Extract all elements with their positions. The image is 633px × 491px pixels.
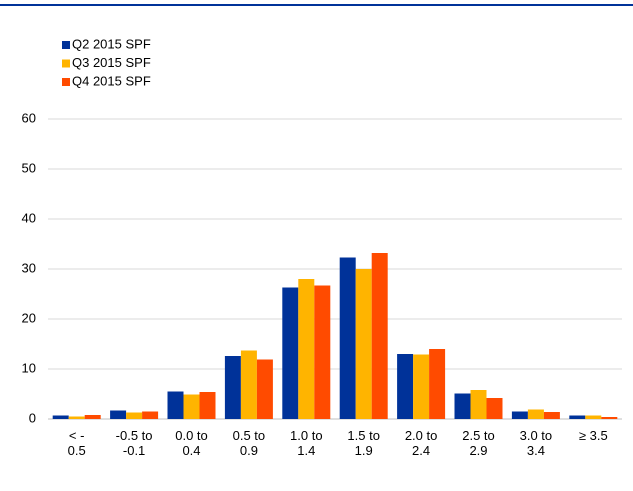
legend-label: Q3 2015 SPF — [72, 55, 151, 70]
bar — [543, 412, 560, 419]
y-tick-label: 10 — [22, 360, 36, 375]
bar — [585, 415, 602, 419]
x-tick-label: 0.0 to 0.4 — [175, 428, 208, 458]
y-tick-label: 0 — [29, 410, 36, 425]
x-tick-label-line: 1.0 to — [290, 428, 323, 443]
x-tick-label: 1.5 to 1.9 — [347, 428, 380, 458]
x-tick-label-line: 3.4 — [527, 443, 545, 458]
bar — [470, 390, 487, 419]
x-tick-label-line: 3.0 to — [520, 428, 553, 443]
bar — [240, 350, 257, 419]
bar — [355, 269, 372, 419]
bar — [84, 415, 101, 419]
bar — [199, 392, 216, 419]
bar — [256, 359, 273, 419]
bar — [413, 354, 430, 419]
x-tick-label-line: 0.5 to — [233, 428, 266, 443]
bar — [224, 356, 241, 419]
bar — [282, 287, 299, 419]
bar — [183, 394, 200, 419]
bar — [486, 398, 503, 419]
bar — [601, 417, 618, 419]
x-tick-label-line: 0.0 to — [175, 428, 208, 443]
bar — [52, 415, 69, 419]
x-tick-label-line: 2.9 — [469, 443, 487, 458]
x-tick-label-line: 1.4 — [297, 443, 315, 458]
x-tick-label-line: 0.4 — [182, 443, 200, 458]
y-tick-label: 20 — [22, 310, 36, 325]
bar — [339, 257, 356, 419]
x-tick-label-line: 1.5 to — [347, 428, 380, 443]
x-tick-label: -0.5 to -0.1 — [116, 428, 153, 458]
bar — [110, 410, 127, 419]
x-tick-label: ≥ 3.5 — [579, 428, 608, 443]
x-tick-label-line: 1.9 — [355, 443, 373, 458]
x-tick-label: 2.5 to 2.9 — [462, 428, 495, 458]
x-tick-label: 2.0 to 2.4 — [405, 428, 438, 458]
bar — [527, 409, 544, 419]
y-tick-label: 50 — [22, 160, 36, 175]
bar — [126, 412, 143, 419]
bar — [371, 253, 388, 419]
bar — [569, 415, 586, 419]
y-tick-label: 40 — [22, 210, 36, 225]
y-tick-label: 60 — [22, 110, 36, 125]
legend-swatch — [62, 59, 70, 68]
bar — [511, 411, 528, 419]
legend-swatch — [62, 78, 70, 86]
bar — [454, 393, 471, 419]
x-tick-label-line: 2.5 to — [462, 428, 495, 443]
bar — [142, 411, 159, 419]
x-tick-label: < -0.5 — [68, 428, 86, 458]
bar — [314, 285, 331, 419]
x-tick-label-line: < - — [69, 428, 85, 443]
x-tick-label-line: 0.5 — [68, 443, 86, 458]
legend-label: Q2 2015 SPF — [72, 36, 151, 51]
x-tick-label-line: ≥ 3.5 — [579, 428, 608, 443]
bar — [397, 354, 414, 419]
y-tick-label: 30 — [22, 260, 36, 275]
x-tick-label-line: 2.4 — [412, 443, 430, 458]
legend-label: Q4 2015 SPF — [72, 73, 151, 88]
bar — [429, 349, 446, 419]
x-tick-label-line: -0.1 — [123, 443, 145, 458]
x-tick-label-line: -0.5 to — [116, 428, 153, 443]
bar — [68, 416, 85, 419]
x-tick-label: 0.5 to 0.9 — [233, 428, 266, 458]
legend-swatch — [62, 41, 70, 49]
x-tick-label: 1.0 to 1.4 — [290, 428, 323, 458]
x-tick-label: 3.0 to 3.4 — [520, 428, 553, 458]
x-tick-label-line: 0.9 — [240, 443, 258, 458]
bar — [167, 391, 184, 419]
bar — [298, 279, 315, 419]
x-tick-label-line: 2.0 to — [405, 428, 438, 443]
